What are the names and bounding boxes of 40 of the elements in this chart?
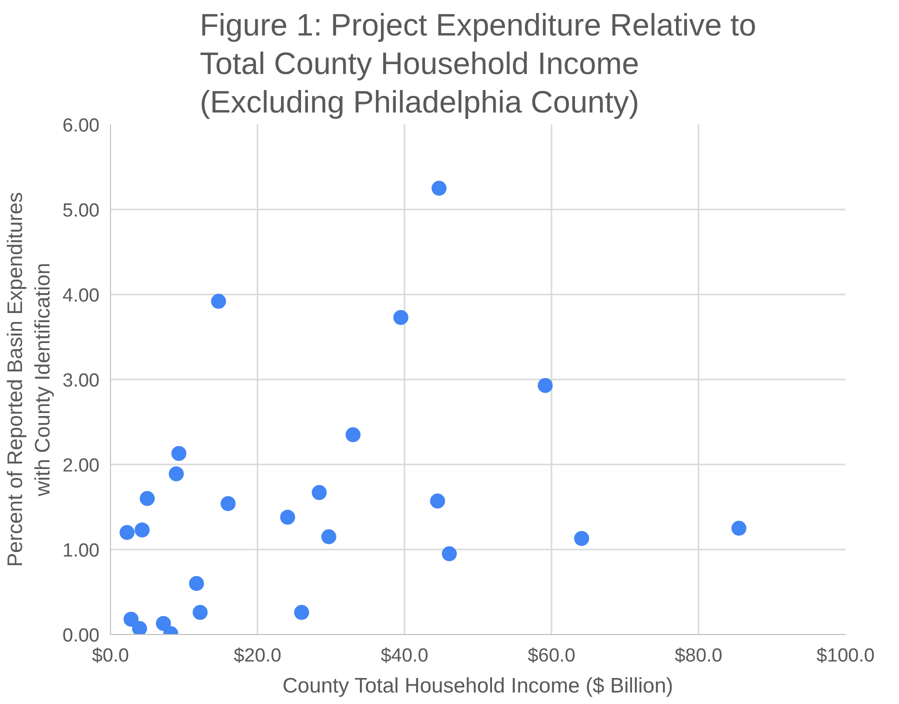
y-tick-label: 1.00 [62, 540, 100, 562]
x-axis-title: County Total Household Income ($ Billion) [282, 674, 674, 698]
y-tick-label: 6.00 [62, 116, 100, 136]
point [124, 612, 139, 627]
y-tick-label: 2.00 [62, 456, 100, 476]
x-tick-label: $20.0 [234, 646, 282, 666]
point [430, 494, 446, 509]
point [171, 446, 186, 461]
x-tick-label: $40.0 [380, 646, 428, 666]
point [134, 522, 150, 538]
point [393, 310, 408, 325]
x-tick-label: $100.0 [816, 646, 875, 666]
point [192, 604, 208, 620]
point [120, 525, 135, 540]
point [432, 180, 447, 196]
y-tick-label: 0.00 [62, 626, 100, 646]
point [211, 294, 226, 309]
point [132, 621, 148, 634]
y-axis-title: Percent of Reported Basin Expenditures with County Identification [4, 192, 55, 567]
y-tick-label: 3.00 [62, 370, 100, 392]
y-tick-label: 5.00 [62, 200, 100, 222]
point [168, 466, 184, 482]
x-tick-label: $60.0 [528, 646, 576, 666]
point [140, 491, 155, 506]
point [188, 576, 204, 591]
point [312, 485, 327, 500]
point [220, 496, 236, 512]
point [442, 546, 457, 562]
x-tick-label: $0.0 [92, 646, 129, 666]
point [294, 604, 310, 620]
x-tick-label: $80.0 [674, 646, 722, 666]
chart-title: Figure 1: Project Expenditure Relative to Total County Household Income (Excluding Philadelphia County) [200, 8, 756, 120]
point [538, 378, 553, 393]
y-tick-label: 4.00 [62, 286, 100, 306]
point [280, 510, 296, 525]
point [321, 529, 336, 544]
point [574, 530, 590, 546]
point [731, 520, 746, 536]
point [346, 427, 361, 442]
point [156, 616, 171, 631]
